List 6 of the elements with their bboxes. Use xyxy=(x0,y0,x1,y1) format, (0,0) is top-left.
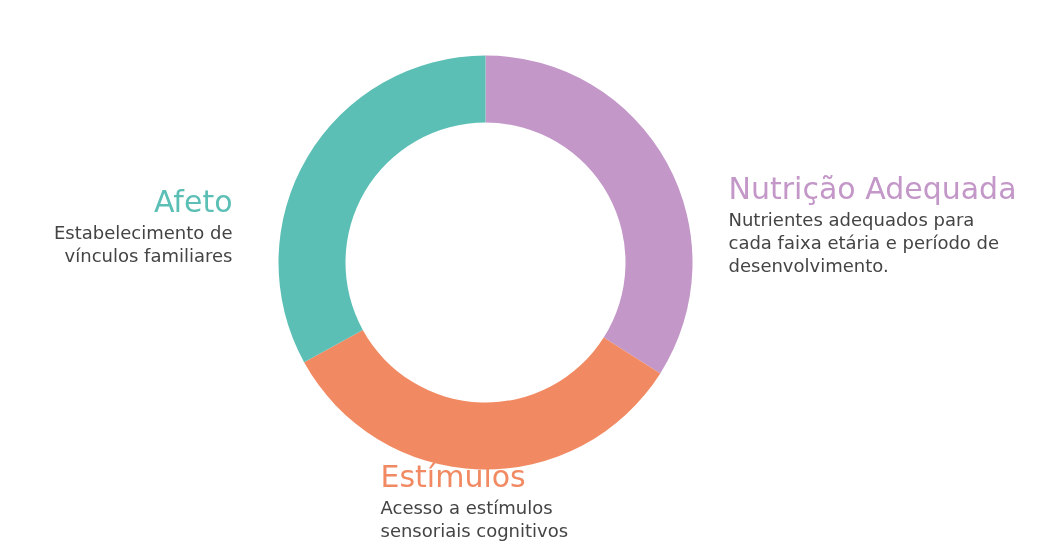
text: Nutrientes adequados para cada faixa etária e período de desenvolvimento. xyxy=(728,208,1000,276)
text: Estabelecimento de vínculos familiares xyxy=(53,221,233,266)
slice-label: Estímulos xyxy=(380,458,526,494)
slice-label: Afeto xyxy=(153,183,233,219)
text: Acesso a estímulos sensoriais cognitivos xyxy=(380,496,569,541)
slice-label: Nutrição Adequada xyxy=(728,170,1017,206)
